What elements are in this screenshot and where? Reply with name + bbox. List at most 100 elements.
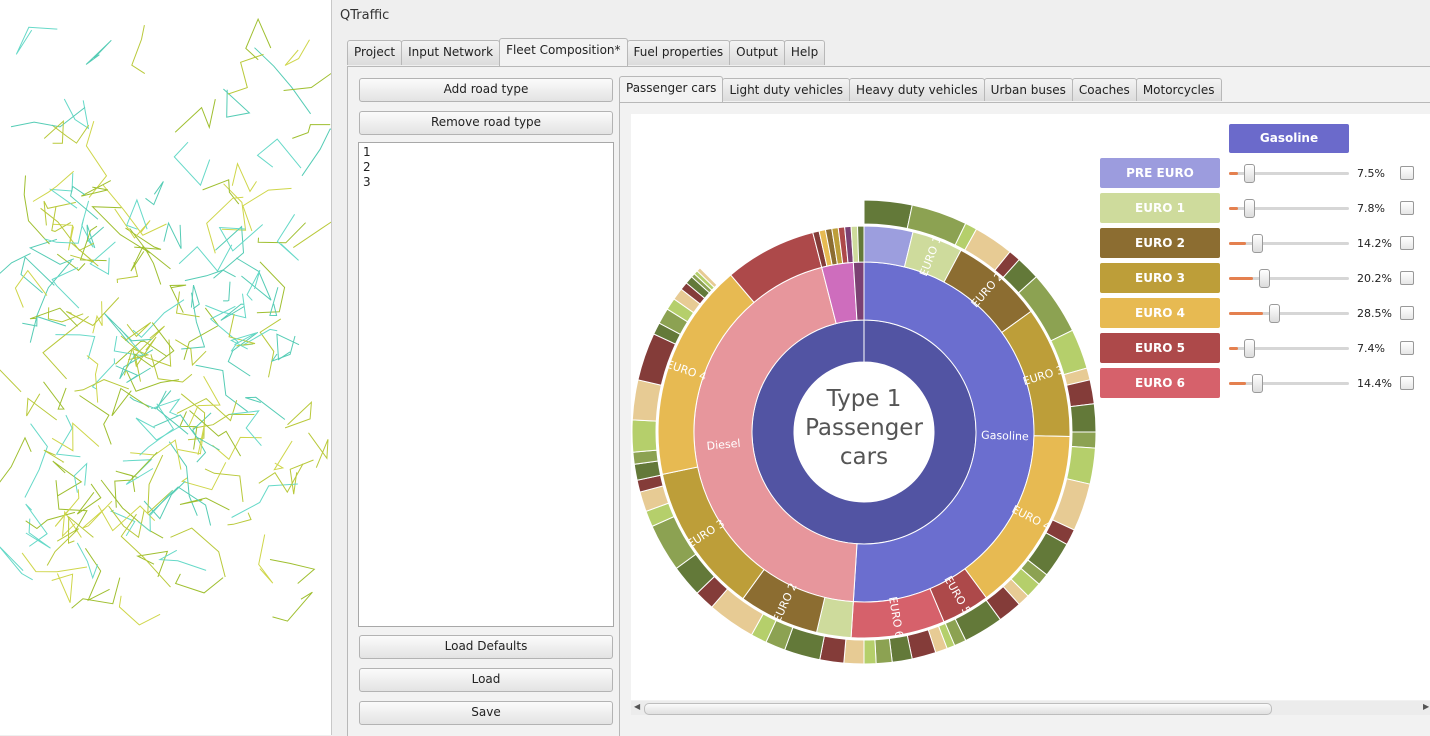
road-type-list[interactable]: 1 2 3 xyxy=(358,142,614,627)
slider-handle[interactable] xyxy=(1252,234,1264,253)
road-segment xyxy=(115,470,139,492)
slider-handle[interactable] xyxy=(1244,164,1255,183)
road-segment xyxy=(123,347,150,376)
list-item[interactable]: 2 xyxy=(363,160,371,174)
add-road-type-button[interactable]: Add road type xyxy=(359,78,613,102)
vehicle-tab-bar: Passenger cars Light duty vehicles Heavy… xyxy=(619,76,1222,102)
euro-share-slider[interactable] xyxy=(1229,164,1349,183)
remove-road-type-button[interactable]: Remove road type xyxy=(359,111,613,135)
fuel-slice-label: Diesel xyxy=(706,437,741,453)
road-segment xyxy=(220,303,245,321)
euro-class-button[interactable]: EURO 2 xyxy=(1100,228,1220,258)
outer-slice[interactable] xyxy=(631,379,662,422)
load-defaults-button[interactable]: Load Defaults xyxy=(359,635,613,659)
euro-slice[interactable] xyxy=(857,225,865,263)
tab-passenger-cars[interactable]: Passenger cars xyxy=(619,76,724,102)
outer-slice[interactable] xyxy=(863,639,877,665)
lock-checkbox[interactable] xyxy=(1400,341,1414,355)
list-item[interactable]: 1 xyxy=(363,145,371,159)
lock-checkbox[interactable] xyxy=(1400,201,1414,215)
slider-handle[interactable] xyxy=(1269,304,1281,323)
tab-fuel-properties[interactable]: Fuel properties xyxy=(626,40,731,65)
outer-slice[interactable] xyxy=(1070,431,1097,449)
road-segment xyxy=(43,200,77,226)
euro-share-slider[interactable] xyxy=(1229,234,1349,253)
euro-class-button[interactable]: EURO 1 xyxy=(1100,193,1220,223)
road-segment xyxy=(284,39,310,66)
road-segment xyxy=(116,262,139,284)
road-segment xyxy=(114,208,151,239)
outer-slice[interactable] xyxy=(1069,403,1097,433)
tab-output[interactable]: Output xyxy=(729,40,785,65)
scroll-left-icon[interactable]: ◀ xyxy=(634,702,641,711)
road-segment xyxy=(14,269,48,308)
lock-checkbox[interactable] xyxy=(1400,271,1414,285)
road-segment xyxy=(147,454,174,515)
euro-class-button[interactable]: EURO 5 xyxy=(1100,333,1220,363)
road-segment xyxy=(81,200,94,248)
tab-heavy-duty-vehicles[interactable]: Heavy duty vehicles xyxy=(849,78,985,101)
outer-slice[interactable] xyxy=(696,267,718,289)
road-segment xyxy=(67,515,94,544)
pane-splitter[interactable] xyxy=(332,0,336,735)
road-segment xyxy=(126,198,148,230)
tab-input-network[interactable]: Input Network xyxy=(401,40,501,65)
road-segment xyxy=(91,358,116,390)
lock-checkbox[interactable] xyxy=(1400,236,1414,250)
road-segment xyxy=(85,120,108,198)
euro-class-button[interactable]: EURO 6 xyxy=(1100,368,1220,398)
road-segment xyxy=(119,349,154,380)
outer-slice[interactable] xyxy=(843,638,865,665)
save-button[interactable]: Save xyxy=(359,701,613,725)
road-segment xyxy=(269,287,279,317)
outer-slice[interactable] xyxy=(631,419,658,453)
tab-project[interactable]: Project xyxy=(347,40,403,65)
lock-checkbox[interactable] xyxy=(1400,166,1414,180)
tab-light-duty-vehicles[interactable]: Light duty vehicles xyxy=(722,78,851,101)
tab-help[interactable]: Help xyxy=(783,40,826,65)
slider-handle[interactable] xyxy=(1252,374,1264,393)
tab-motorcycles[interactable]: Motorcycles xyxy=(1135,78,1222,101)
slider-handle[interactable] xyxy=(1244,199,1256,218)
fuel-gasoline-button[interactable]: Gasoline xyxy=(1229,124,1349,153)
slider-handle[interactable] xyxy=(1243,339,1255,358)
load-button[interactable]: Load xyxy=(359,668,613,692)
euro-class-button[interactable]: EURO 4 xyxy=(1100,298,1220,328)
road-segment xyxy=(269,559,316,584)
euro-class-button[interactable]: PRE EURO xyxy=(1100,158,1220,188)
road-segment xyxy=(63,98,90,130)
road-segment xyxy=(179,497,230,511)
outer-slice[interactable] xyxy=(1066,379,1095,408)
slider-handle[interactable] xyxy=(1259,269,1271,288)
road-segment xyxy=(195,364,249,413)
euro-share-slider[interactable] xyxy=(1229,199,1349,218)
road-segment xyxy=(15,26,58,55)
outer-slice[interactable] xyxy=(863,199,913,230)
list-item[interactable]: 3 xyxy=(363,175,371,189)
road-network-map[interactable] xyxy=(0,0,332,735)
road-segment xyxy=(181,292,206,350)
scrollbar-thumb[interactable] xyxy=(644,703,1272,715)
scroll-right-icon[interactable]: ▶ xyxy=(1423,702,1430,711)
euro-share-slider[interactable] xyxy=(1229,339,1349,358)
euro-share-slider[interactable] xyxy=(1229,304,1349,323)
road-segment xyxy=(227,512,252,526)
tab-coaches[interactable]: Coaches xyxy=(1071,78,1137,101)
lock-checkbox[interactable] xyxy=(1400,376,1414,390)
road-segment xyxy=(76,542,99,580)
tab-fleet-composition[interactable]: Fleet Composition* xyxy=(499,38,628,66)
euro-class-button[interactable]: EURO 3 xyxy=(1100,263,1220,293)
outer-slice[interactable] xyxy=(874,637,893,665)
road-segment xyxy=(202,179,240,205)
fuel-slice-label: Gasoline xyxy=(981,429,1029,443)
tab-urban-buses[interactable]: Urban buses xyxy=(983,78,1073,101)
slider-fill xyxy=(1229,312,1264,315)
euro-share-slider[interactable] xyxy=(1229,269,1349,288)
road-segment xyxy=(86,224,105,249)
euro-share-value: 7.5% xyxy=(1357,167,1385,180)
outer-slice[interactable] xyxy=(1066,445,1096,485)
slider-fill xyxy=(1229,207,1239,210)
euro-share-slider[interactable] xyxy=(1229,374,1349,393)
road-segment xyxy=(259,318,282,378)
lock-checkbox[interactable] xyxy=(1400,306,1414,320)
